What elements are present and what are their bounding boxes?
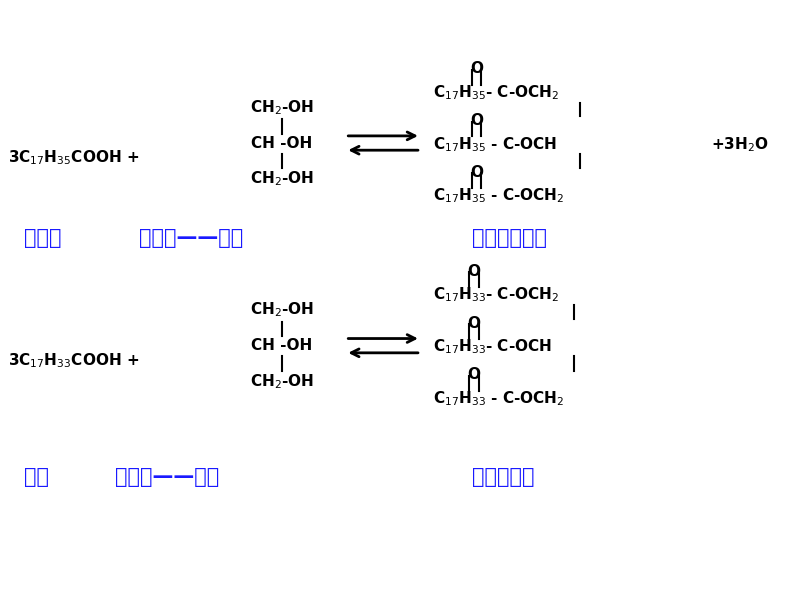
Text: O: O — [470, 164, 483, 180]
Text: O: O — [468, 315, 480, 331]
Text: O: O — [468, 263, 480, 279]
Text: C$_{17}$H$_{35}$ - C-OCH: C$_{17}$H$_{35}$ - C-OCH — [433, 135, 557, 154]
Text: +3H$_2$O: +3H$_2$O — [711, 135, 769, 154]
Text: 油酸: 油酸 — [24, 467, 48, 487]
Text: CH -OH: CH -OH — [251, 338, 313, 353]
Text: CH$_2$-OH: CH$_2$-OH — [250, 169, 314, 188]
Text: O: O — [470, 113, 483, 128]
Text: 3C$_{17}$H$_{35}$COOH +: 3C$_{17}$H$_{35}$COOH + — [8, 148, 139, 167]
Text: C$_{17}$H$_{33}$- C-OCH: C$_{17}$H$_{33}$- C-OCH — [433, 337, 552, 356]
Text: O: O — [470, 61, 483, 76]
Text: C$_{17}$H$_{35}$- C-OCH$_2$: C$_{17}$H$_{35}$- C-OCH$_2$ — [433, 83, 559, 102]
Text: 3C$_{17}$H$_{33}$COOH +: 3C$_{17}$H$_{33}$COOH + — [8, 351, 139, 370]
Text: CH$_2$-OH: CH$_2$-OH — [250, 372, 314, 391]
Text: C$_{17}$H$_{35}$ - C-OCH$_2$: C$_{17}$H$_{35}$ - C-OCH$_2$ — [433, 187, 565, 206]
Text: C$_{17}$H$_{33}$ - C-OCH$_2$: C$_{17}$H$_{33}$ - C-OCH$_2$ — [433, 389, 565, 408]
Text: CH$_2$-OH: CH$_2$-OH — [250, 300, 314, 319]
Text: C$_{17}$H$_{33}$- C-OCH$_2$: C$_{17}$H$_{33}$- C-OCH$_2$ — [433, 285, 559, 305]
Text: 油酸甘油脂: 油酸甘油脂 — [472, 467, 535, 487]
Text: 硬脂酸: 硬脂酸 — [24, 228, 61, 249]
Text: 丙三醇——甘油: 丙三醇——甘油 — [139, 228, 243, 249]
Text: CH -OH: CH -OH — [251, 135, 313, 151]
Text: 丙三醇——甘油: 丙三醇——甘油 — [115, 467, 219, 487]
Text: O: O — [468, 367, 480, 383]
Text: CH$_2$-OH: CH$_2$-OH — [250, 98, 314, 117]
Text: 硬脂酸甘油脂: 硬脂酸甘油脂 — [472, 228, 547, 249]
